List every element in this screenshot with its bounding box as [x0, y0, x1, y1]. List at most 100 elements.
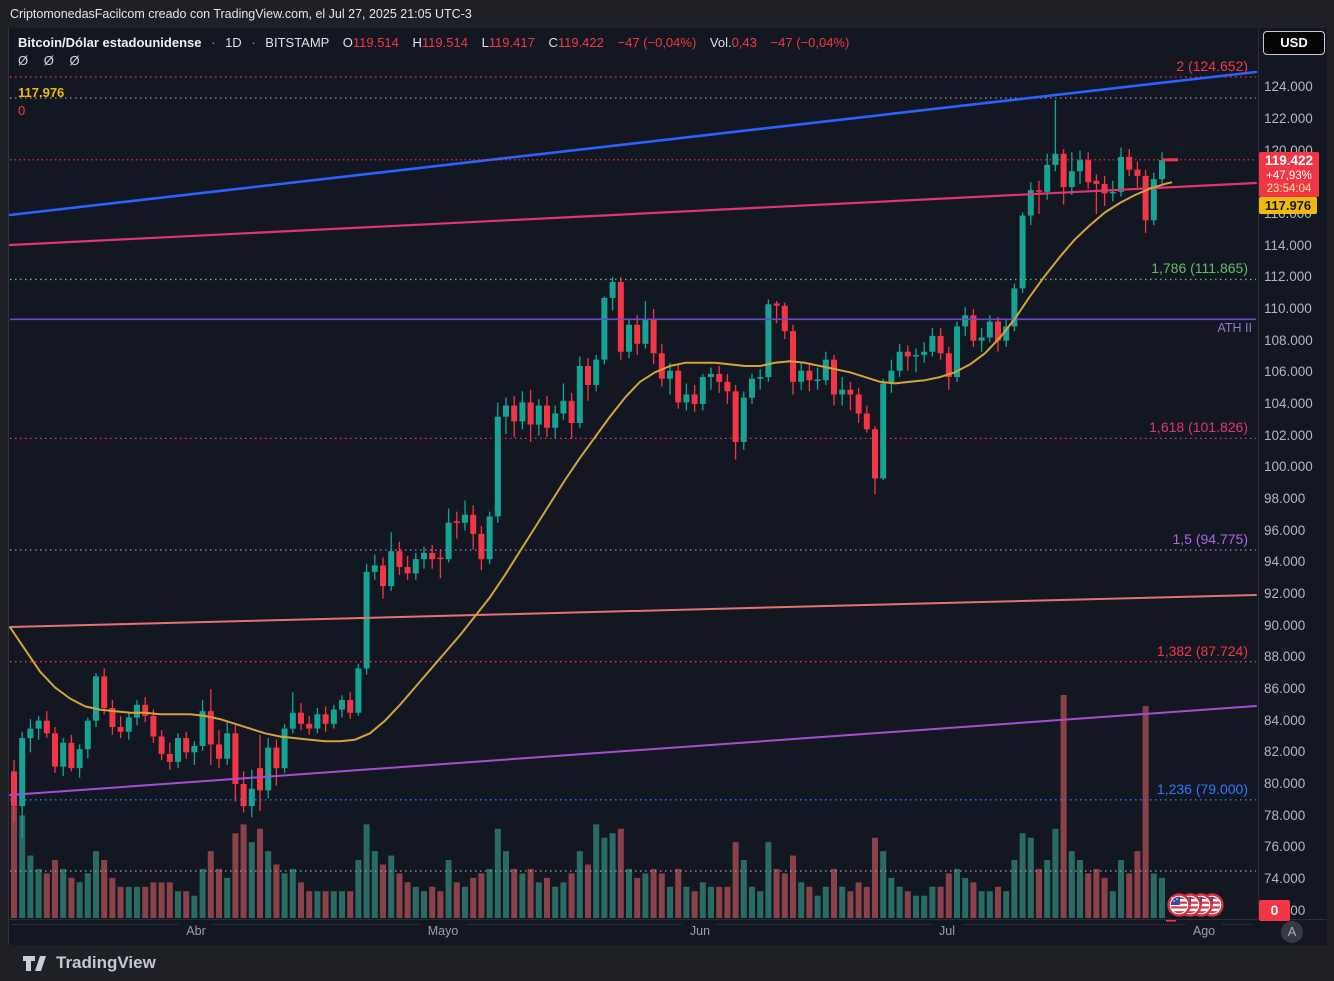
candle-body: [626, 324, 632, 352]
fib-level-label[interactable]: 1,618 (101.826): [1149, 419, 1248, 436]
candle-body: [11, 771, 17, 807]
currency-toggle-button[interactable]: USD: [1263, 31, 1325, 55]
volume-bar: [248, 842, 255, 918]
price-axis-label: 122.000: [1264, 110, 1313, 126]
volume-bar: [388, 855, 395, 918]
candle-body: [380, 565, 386, 587]
moving-average-line[interactable]: [9, 181, 1173, 743]
salmon-trendline: [9, 594, 1257, 628]
volume-bar: [945, 873, 952, 918]
candle-body: [913, 354, 919, 357]
low-label: L: [481, 35, 489, 50]
price-axis-label: 110.000: [1264, 300, 1312, 316]
volume-bar: [470, 877, 477, 918]
volume-bar: [831, 868, 837, 918]
indicator-legend-icons[interactable]: Ø Ø Ø: [18, 53, 86, 68]
watermark-text: CriptomonedasFacilcom creado con Trading…: [10, 7, 472, 21]
event-flag-icons[interactable]: [1166, 893, 1224, 922]
volume-bar: [675, 868, 682, 918]
volume-bar: [355, 860, 362, 918]
fib-level-label[interactable]: 2 (124.652): [1176, 57, 1248, 74]
price-axis-label: 80.000: [1264, 775, 1306, 791]
candle-body: [93, 676, 99, 721]
volume-bar: [1027, 837, 1034, 918]
volume-bar: [216, 868, 222, 918]
candle-body: [437, 557, 444, 560]
volume-bar: [134, 886, 140, 918]
volume-bar: [142, 886, 149, 918]
volume-bar: [691, 891, 698, 918]
fib-level-label[interactable]: 1,786 (111.865): [1151, 260, 1248, 277]
tradingview-logo-text[interactable]: TradingView: [56, 953, 156, 972]
fib-origin-level-label[interactable]: 0: [18, 103, 26, 118]
candle-body: [355, 668, 362, 713]
candle-body: [453, 521, 460, 523]
close-value: 119.422: [557, 35, 604, 50]
volume-bar: [937, 886, 944, 918]
interval-label[interactable]: 1D: [225, 35, 242, 50]
attribution-button[interactable]: A: [1281, 921, 1303, 943]
volume-bar: [453, 882, 460, 918]
fib-level-label[interactable]: 1,236 (79.000): [1156, 780, 1248, 797]
candle-body: [773, 303, 780, 306]
volume-bar: [224, 877, 231, 918]
volume-bar: [749, 886, 755, 918]
candle-body: [52, 733, 58, 767]
fib-level-label[interactable]: 1,5 (94.775): [1172, 531, 1249, 548]
volume-bar: [839, 886, 846, 918]
volume-bar: [880, 851, 887, 918]
candle-body: [298, 712, 304, 724]
candle-body: [19, 738, 26, 807]
current-price-stub: [1163, 158, 1178, 162]
volume-bar: [617, 828, 624, 918]
candle-body: [863, 413, 870, 430]
volume-bar: [568, 873, 575, 918]
exchange-label[interactable]: BITSTAMP: [265, 35, 330, 50]
candle-body: [404, 567, 411, 574]
volume-bar: [560, 882, 567, 918]
candle-body: [109, 707, 116, 727]
volume-bar: [166, 882, 173, 918]
us-flag-icon[interactable]: [1167, 893, 1191, 917]
volume-bar: [527, 868, 534, 918]
candle-body: [1142, 175, 1149, 221]
candle-body: [240, 783, 247, 807]
candle-body: [216, 744, 222, 759]
volume-bar: [191, 895, 198, 918]
ath-line-label[interactable]: ATH II: [1217, 321, 1253, 335]
candle-body: [289, 712, 296, 729]
candle-body: [716, 373, 723, 382]
volume-bar: [1003, 891, 1010, 918]
volume-bar: [27, 855, 34, 918]
candle-body: [511, 405, 518, 422]
volume-bar: [52, 860, 58, 918]
chart-pane[interactable]: [8, 28, 1327, 945]
volume-bar: [93, 851, 99, 918]
volume-bar: [732, 842, 739, 918]
candle-body: [101, 676, 108, 708]
trendlines[interactable]: [8, 70, 1258, 796]
fib-origin-price-label[interactable]: 117.976: [18, 85, 65, 100]
volume-bar: [84, 873, 91, 918]
volume-bar: [404, 882, 411, 918]
symbol-name[interactable]: Bitcoin/Dólar estadounidense: [18, 35, 202, 50]
candle-body: [1077, 160, 1083, 172]
candlestick-series[interactable]: [11, 99, 1165, 838]
candle-body: [429, 552, 436, 560]
candle-body: [880, 383, 887, 479]
volume-bar: [1118, 860, 1124, 918]
candle-body: [634, 324, 641, 344]
candle-body: [134, 704, 140, 718]
fib-level-label[interactable]: 1,382 (87.724): [1156, 642, 1248, 659]
volume-bar: [535, 882, 542, 918]
volume-bar: [429, 886, 436, 918]
volume-bar: [781, 873, 788, 918]
tradingview-logo-icon[interactable]: [22, 952, 48, 974]
volume-bar: [872, 837, 878, 918]
volume-bar: [1101, 877, 1108, 918]
candle-body: [1060, 153, 1067, 188]
candle-body: [872, 429, 878, 479]
candle-body: [732, 391, 739, 442]
price-axis-label: 82.000: [1264, 744, 1306, 760]
